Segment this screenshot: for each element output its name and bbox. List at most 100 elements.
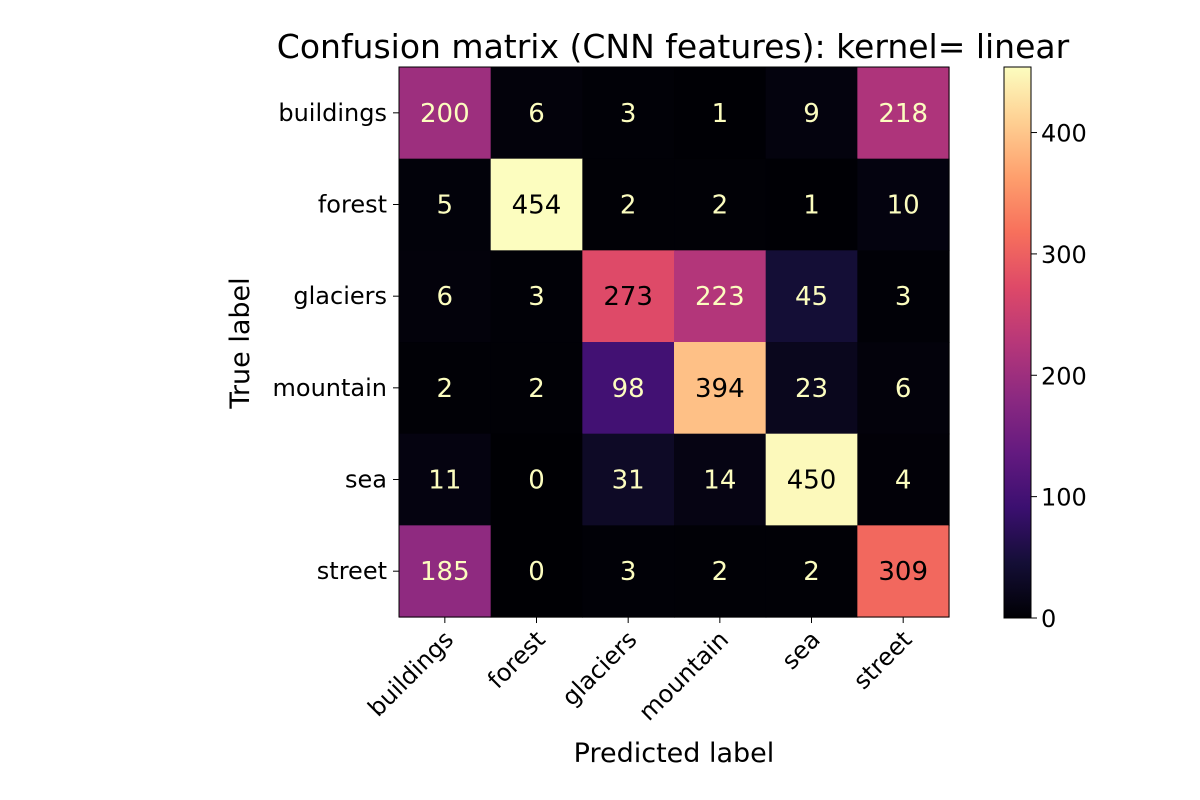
heatmap-cell: [857, 433, 950, 526]
heatmap-cell: [857, 342, 950, 435]
cell-value-label: 6: [895, 374, 912, 404]
y-axis-ticks: buildings forest glaciers mountain sea street: [273, 99, 399, 585]
heatmap-cells: [398, 66, 950, 618]
cell-value-label: 3: [895, 282, 912, 312]
cell-value-label: 6: [437, 282, 454, 312]
cell-value-label: 450: [787, 466, 837, 496]
cell-value-label: 1: [803, 191, 820, 221]
cell-value-label: 200: [420, 99, 470, 129]
y-tick-label: sea: [345, 466, 387, 494]
cell-value-label: 0: [528, 466, 545, 496]
heatmap-cell: [399, 525, 492, 618]
y-tick-label: forest: [318, 191, 387, 219]
cell-value-label: 3: [620, 557, 637, 587]
heatmap-cell: [490, 67, 583, 160]
heatmap-cell: [674, 67, 767, 160]
cell-value-label: 4: [895, 466, 912, 496]
cell-value-label: 11: [428, 466, 461, 496]
y-tick-label: glaciers: [293, 282, 387, 310]
cell-value-label: 45: [795, 282, 828, 312]
heatmap-cell: [490, 250, 583, 343]
heatmap-cell: [674, 158, 767, 251]
y-tick-label: buildings: [278, 99, 387, 127]
chart-title: Confusion matrix (CNN features): kernel=…: [277, 27, 1070, 66]
x-tick-label: mountain: [633, 625, 734, 726]
heatmap-cell: [765, 433, 858, 526]
x-axis-label: Predicted label: [574, 738, 775, 769]
cell-value-label: 0: [528, 557, 545, 587]
cell-value-label: 185: [420, 557, 470, 587]
cell-value-label: 2: [528, 374, 545, 404]
heatmap-cell: [399, 342, 492, 435]
x-tick-label: glaciers: [556, 625, 642, 711]
heatmap-cell: [857, 158, 950, 251]
heatmap-cell: [765, 342, 858, 435]
heatmap-cell: [857, 250, 950, 343]
cell-value-label: 5: [437, 191, 454, 221]
cell-value-label: 2: [437, 374, 454, 404]
heatmap-cell: [490, 342, 583, 435]
cell-value-label: 1: [712, 99, 729, 129]
heatmap-cell: [857, 67, 950, 160]
heatmap-cell: [582, 67, 675, 160]
colorbar: 0 100 200 300 400: [1003, 66, 1087, 633]
heatmap-cell: [399, 433, 492, 526]
plot-frame: [398, 66, 950, 618]
colorbar-tick-label: 400: [1041, 120, 1087, 148]
heatmap-cell: [582, 525, 675, 618]
colorbar-tick-label: 100: [1041, 484, 1087, 512]
heatmap-cell: [857, 525, 950, 618]
heatmap-cell: [674, 433, 767, 526]
colorbar-tick-label: 0: [1041, 605, 1056, 633]
cell-value-label: 9: [803, 99, 820, 129]
cell-value-label: 10: [887, 191, 920, 221]
heatmap-cell: [399, 67, 492, 160]
cell-value-label: 218: [878, 99, 928, 129]
heatmap-cell: [674, 250, 767, 343]
cell-value-label: 2: [712, 191, 729, 221]
cell-value-label: 98: [612, 374, 645, 404]
heatmap-cell: [490, 525, 583, 618]
y-tick-label: mountain: [273, 374, 387, 402]
heatmap-cell: [399, 250, 492, 343]
cell-value-label: 3: [528, 282, 545, 312]
colorbar-tick-label: 300: [1041, 241, 1087, 269]
colorbar-tick-label: 200: [1041, 362, 1087, 390]
cell-value-label: 309: [878, 557, 928, 587]
heatmap-cell: [674, 342, 767, 435]
heatmap-cell: [582, 250, 675, 343]
cell-value-label: 2: [620, 191, 637, 221]
cell-value-label: 2: [803, 557, 820, 587]
heatmap-cell: [490, 433, 583, 526]
heatmap-cell: [399, 158, 492, 251]
heatmap-cell: [582, 158, 675, 251]
heatmap-cell: [674, 525, 767, 618]
heatmap-cell: [490, 158, 583, 251]
x-tick-label: street: [848, 625, 917, 694]
cell-value-label: 31: [612, 466, 645, 496]
cell-value-label: 394: [695, 374, 745, 404]
cell-value-label: 3: [620, 99, 637, 129]
heatmap-cell: [765, 525, 858, 618]
heatmap-cell: [765, 250, 858, 343]
cell-value-label: 6: [528, 99, 545, 129]
heatmap-cell: [582, 433, 675, 526]
x-tick-label: sea: [776, 625, 825, 674]
y-axis-label: True label: [225, 277, 256, 409]
heatmap-cell: [765, 67, 858, 160]
cell-value-label: 223: [695, 282, 745, 312]
heatmap-cell: [582, 342, 675, 435]
cell-value-label: 23: [795, 374, 828, 404]
cell-value-label: 273: [603, 282, 653, 312]
colorbar-gradient: [1003, 66, 1032, 619]
heatmap-cell: [765, 158, 858, 251]
x-tick-label: forest: [482, 625, 551, 694]
cell-value-label: 454: [512, 191, 562, 221]
x-tick-label: buildings: [362, 625, 459, 722]
y-tick-label: street: [317, 557, 387, 585]
cell-value-label: 14: [703, 466, 736, 496]
cell-value-label: 2: [712, 557, 729, 587]
